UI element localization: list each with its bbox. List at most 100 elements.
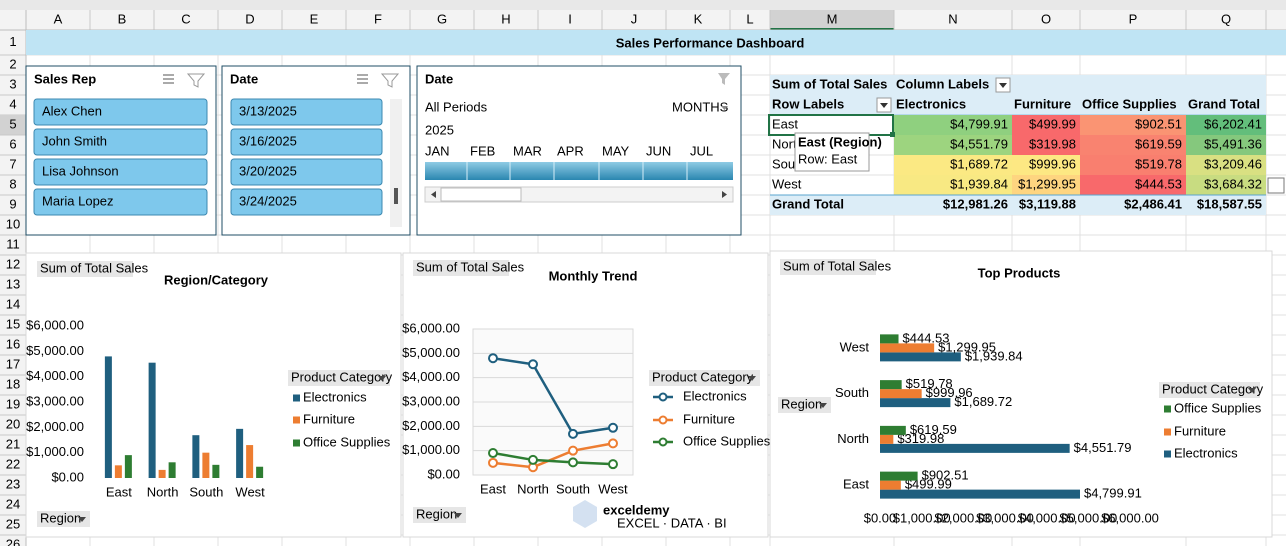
pivot-header: Furniture — [1014, 96, 1071, 111]
grand-total-label: Grand Total — [772, 196, 844, 211]
y-tick-label: East — [843, 477, 869, 492]
heat-cell — [1080, 135, 1186, 155]
pivot-header: Grand Total — [1188, 96, 1260, 111]
scroll-right[interactable] — [722, 191, 727, 198]
series-line — [492, 442, 614, 469]
tooltip-title: East (Region) — [798, 134, 882, 149]
y-tick-label: $6,000.00 — [26, 317, 84, 332]
y-tick-label: $5,000.00 — [402, 345, 460, 360]
pivot-row-label[interactable]: West — [772, 176, 802, 191]
column-header[interactable]: Q — [1221, 11, 1231, 26]
column-header[interactable]: G — [437, 11, 447, 26]
field-button[interactable] — [288, 370, 390, 386]
legend-label[interactable]: Electronics — [1174, 445, 1238, 460]
column-header[interactable]: C — [181, 11, 190, 26]
slicer-item[interactable] — [33, 98, 208, 126]
slicer-item[interactable] — [230, 188, 383, 216]
slicer-item-label: Alex Chen — [42, 103, 102, 118]
field-button[interactable] — [649, 370, 760, 386]
legend-label[interactable]: Office Supplies — [683, 433, 771, 448]
column-header[interactable]: H — [501, 11, 510, 26]
legend-label[interactable]: Office Supplies — [1174, 400, 1262, 415]
x-tick-label: $1,000.00 — [893, 510, 951, 525]
pivot-value: $1,939.84 — [950, 176, 1008, 191]
column-header[interactable]: M — [827, 11, 838, 26]
column-header[interactable]: K — [694, 11, 703, 26]
pivot-corner: Sum of Total Sales — [772, 76, 887, 91]
field-button[interactable] — [413, 507, 466, 523]
legend-label[interactable]: Electronics — [303, 389, 367, 404]
legend-label[interactable]: Electronics — [683, 388, 747, 403]
field-button[interactable] — [37, 511, 90, 527]
slicer-item[interactable] — [33, 128, 208, 156]
field-button-arrow — [454, 513, 462, 518]
field-button[interactable] — [780, 259, 876, 275]
column-header[interactable]: I — [568, 11, 572, 26]
quick-analysis[interactable] — [1267, 177, 1285, 194]
heat-cell — [894, 135, 1012, 155]
field-button[interactable] — [413, 260, 509, 276]
x-tick-label: $4,000.00 — [1018, 510, 1076, 525]
x-tick-label: South — [556, 481, 590, 496]
data-label: $1,689.72 — [954, 394, 1012, 409]
row-header: 13 — [6, 276, 20, 291]
row-header: 26 — [6, 536, 20, 546]
row-header: 5 — [9, 116, 16, 131]
point — [608, 422, 618, 433]
row-header: 11 — [6, 236, 20, 251]
series-line — [492, 451, 614, 466]
clear-filter-icon[interactable] — [186, 73, 206, 88]
field-button[interactable] — [778, 397, 831, 413]
column-header[interactable]: B — [118, 11, 127, 26]
timeline-bar[interactable] — [425, 162, 733, 180]
slicer-item[interactable] — [230, 128, 383, 156]
column-header[interactable]: N — [948, 11, 957, 26]
legend-label[interactable]: Furniture — [1174, 423, 1226, 438]
clear-filter-icon[interactable] — [380, 73, 400, 88]
column-header[interactable]: P — [1129, 11, 1138, 26]
legend-label[interactable]: Furniture — [683, 411, 735, 426]
row-header: 22 — [6, 456, 20, 471]
column-header[interactable]: A — [54, 11, 63, 26]
scroll-left[interactable] — [431, 191, 436, 198]
chart-area[interactable] — [25, 252, 402, 538]
y-tick-label: South — [835, 385, 869, 400]
column-header[interactable]: E — [310, 11, 319, 26]
bar — [880, 343, 935, 353]
legend-label[interactable]: Office Supplies — [303, 434, 391, 449]
field-button[interactable] — [1159, 382, 1260, 398]
column-header[interactable]: J — [631, 11, 638, 26]
pivot-row-label[interactable]: East — [772, 116, 798, 131]
timeline-unit[interactable]: MONTHS — [672, 99, 729, 114]
field-button-arrow — [819, 403, 827, 408]
legend-label[interactable]: Furniture — [303, 411, 355, 426]
fill-handle — [890, 132, 895, 137]
slicer-item[interactable] — [230, 158, 383, 186]
bar — [880, 434, 894, 444]
row-header: 2 — [9, 56, 16, 71]
column-header[interactable]: L — [746, 11, 753, 26]
point — [608, 438, 618, 449]
column-header[interactable]: F — [374, 11, 382, 26]
timeline-scroll-thumb[interactable] — [440, 187, 522, 202]
x-tick-label: East — [480, 481, 506, 496]
column-header[interactable]: O — [1041, 11, 1051, 26]
slicer-item[interactable] — [33, 188, 208, 216]
pivot-value: $1,299.95 — [1018, 176, 1076, 191]
row-header: 21 — [6, 436, 20, 451]
legend-swatch — [293, 416, 300, 424]
data-label: $1,939.84 — [965, 348, 1023, 363]
column-header[interactable]: D — [245, 11, 254, 26]
pivot-value: $4,799.91 — [950, 116, 1008, 131]
grand-total-value: $3,119.88 — [1019, 196, 1076, 211]
slicer-item[interactable] — [33, 158, 208, 186]
y-tick-label: $3,000.00 — [402, 393, 460, 408]
scrollbar-thumb[interactable] — [394, 188, 398, 204]
bar — [880, 489, 1080, 499]
y-tick-label: $2,000.00 — [402, 418, 460, 433]
slicer-item[interactable] — [230, 98, 383, 126]
field-button-label: Sum of Total Sales — [416, 259, 525, 274]
filter-arrow — [880, 103, 888, 108]
field-button[interactable] — [37, 261, 133, 277]
heat-cell — [1186, 155, 1266, 175]
